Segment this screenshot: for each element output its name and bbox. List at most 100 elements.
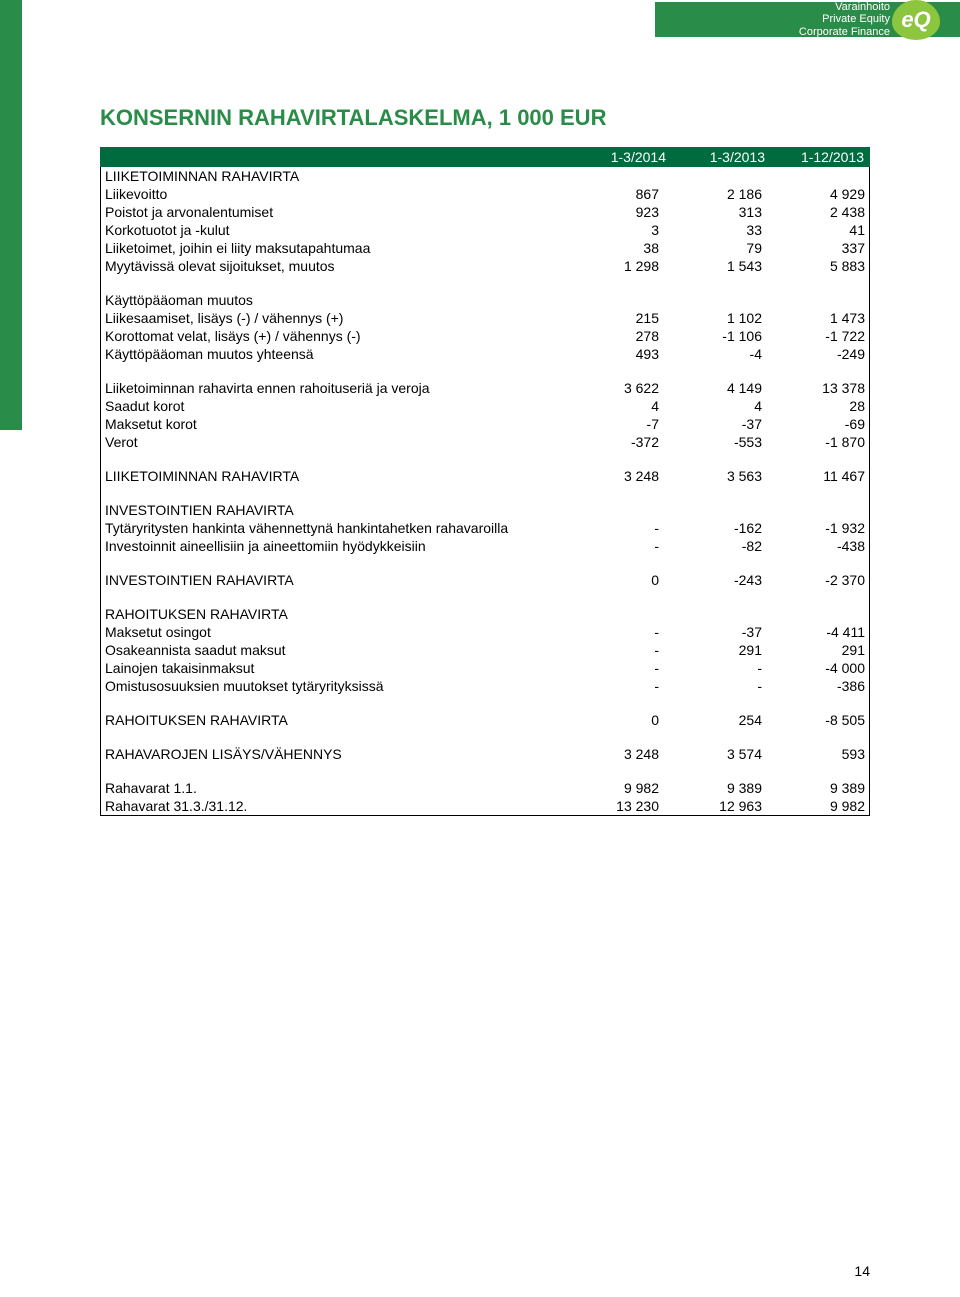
row-value: 3 248 <box>560 745 663 763</box>
spacer-cell <box>101 363 870 379</box>
row-label: Osakeannista saadut maksut <box>101 641 561 659</box>
row-value: 12 963 <box>663 797 766 816</box>
table-row: Liikesaamiset, lisäys (-) / vähennys (+)… <box>101 309 870 327</box>
row-value: 9 982 <box>766 797 870 816</box>
row-label: Tytäryritysten hankinta vähennettynä han… <box>101 519 561 537</box>
table-row: RAHOITUKSEN RAHAVIRTA0254-8 505 <box>101 711 870 729</box>
row-value: 3 248 <box>560 467 663 485</box>
table-row: Lainojen takaisinmaksut---4 000 <box>101 659 870 677</box>
row-value: 2 186 <box>663 185 766 203</box>
row-value: - <box>560 623 663 641</box>
row-value: - <box>663 659 766 677</box>
row-label: Poistot ja arvonalentumiset <box>101 203 561 221</box>
table-row: RAHOITUKSEN RAHAVIRTA <box>101 605 870 623</box>
row-value: 13 230 <box>560 797 663 816</box>
row-label: Käyttöpääoman muutos yhteensä <box>101 345 561 363</box>
row-value: 4 929 <box>766 185 870 203</box>
row-label: Omistusosuuksien muutokset tytäryrityksi… <box>101 677 561 695</box>
page-title: KONSERNIN RAHAVIRTALASKELMA, 1 000 EUR <box>100 105 870 131</box>
row-label: Myytävissä olevat sijoitukset, muutos <box>101 257 561 275</box>
row-value: - <box>560 677 663 695</box>
row-label: LIIKETOIMINNAN RAHAVIRTA <box>101 467 561 485</box>
row-value: 0 <box>560 571 663 589</box>
row-label: RAHOITUKSEN RAHAVIRTA <box>101 711 561 729</box>
table-row <box>101 451 870 467</box>
table-row: Liikevoitto8672 1864 929 <box>101 185 870 203</box>
row-value: 337 <box>766 239 870 257</box>
row-label: Lainojen takaisinmaksut <box>101 659 561 677</box>
row-value: -1 106 <box>663 327 766 345</box>
row-value: 41 <box>766 221 870 239</box>
brand-line-2: Private Equity <box>822 13 890 25</box>
table-row: Rahavarat 1.1.9 9829 3899 389 <box>101 779 870 797</box>
spacer-cell <box>101 555 870 571</box>
brand-line-1: Varainhoito <box>835 1 890 13</box>
table-row: RAHAVAROJEN LISÄYS/VÄHENNYS3 2483 574593 <box>101 745 870 763</box>
row-value: -372 <box>560 433 663 451</box>
col-header-3: 1-12/2013 <box>769 149 868 165</box>
row-value: -553 <box>663 433 766 451</box>
row-value: -37 <box>663 623 766 641</box>
table-row: Käyttöpääoman muutos <box>101 291 870 309</box>
row-value: 3 574 <box>663 745 766 763</box>
row-value: -386 <box>766 677 870 695</box>
col-header-2: 1-3/2013 <box>670 149 769 165</box>
logo-text: eQ <box>901 7 930 33</box>
row-value: -162 <box>663 519 766 537</box>
row-value: -1 870 <box>766 433 870 451</box>
row-label: Saadut korot <box>101 397 561 415</box>
row-value: - <box>560 519 663 537</box>
section-label: LIIKETOIMINNAN RAHAVIRTA <box>101 167 870 185</box>
table-row: Maksetut korot-7-37-69 <box>101 415 870 433</box>
row-value <box>560 291 663 309</box>
row-value: 4 <box>663 397 766 415</box>
spacer-cell <box>101 763 870 779</box>
row-value: -243 <box>663 571 766 589</box>
row-label: Maksetut osingot <box>101 623 561 641</box>
row-value: -37 <box>663 415 766 433</box>
row-value: 9 389 <box>766 779 870 797</box>
row-value: -1 722 <box>766 327 870 345</box>
row-value: -4 000 <box>766 659 870 677</box>
row-label: Korottomat velat, lisäys (+) / vähennys … <box>101 327 561 345</box>
row-value: 291 <box>766 641 870 659</box>
spacer-cell <box>101 589 870 605</box>
table-row <box>101 695 870 711</box>
section-label: RAHOITUKSEN RAHAVIRTA <box>101 605 870 623</box>
table-row: LIIKETOIMINNAN RAHAVIRTA3 2483 56311 467 <box>101 467 870 485</box>
row-value: 0 <box>560 711 663 729</box>
table-row: Poistot ja arvonalentumiset9233132 438 <box>101 203 870 221</box>
row-value: - <box>663 677 766 695</box>
table-row: INVESTOINTIEN RAHAVIRTA <box>101 501 870 519</box>
spacer-cell <box>101 485 870 501</box>
row-label: Rahavarat 31.3./31.12. <box>101 797 561 816</box>
table-row <box>101 555 870 571</box>
table-row: INVESTOINTIEN RAHAVIRTA0-243-2 370 <box>101 571 870 589</box>
row-label: INVESTOINTIEN RAHAVIRTA <box>101 571 561 589</box>
table-row: Saadut korot4428 <box>101 397 870 415</box>
table-row: Korkotuotot ja -kulut33341 <box>101 221 870 239</box>
table-row: Myytävissä olevat sijoitukset, muutos1 2… <box>101 257 870 275</box>
table-row: Liiketoimet, joihin ei liity maksutapaht… <box>101 239 870 257</box>
row-value: 2 438 <box>766 203 870 221</box>
row-value: 5 883 <box>766 257 870 275</box>
row-value: -249 <box>766 345 870 363</box>
table-row <box>101 763 870 779</box>
row-value: 215 <box>560 309 663 327</box>
row-value: -7 <box>560 415 663 433</box>
table-row: Investoinnit aineellisiin ja aineettomii… <box>101 537 870 555</box>
row-value: 38 <box>560 239 663 257</box>
logo-icon: eQ <box>892 0 940 40</box>
table-row: Liiketoiminnan rahavirta ennen rahoituse… <box>101 379 870 397</box>
row-value: 3 <box>560 221 663 239</box>
row-value: 493 <box>560 345 663 363</box>
cashflow-table: LIIKETOIMINNAN RAHAVIRTALiikevoitto8672 … <box>100 167 870 816</box>
row-value: 28 <box>766 397 870 415</box>
row-value: - <box>560 537 663 555</box>
row-value: 79 <box>663 239 766 257</box>
table-row <box>101 485 870 501</box>
row-value: 1 543 <box>663 257 766 275</box>
table-row: Rahavarat 31.3./31.12.13 23012 9639 982 <box>101 797 870 816</box>
row-value: -438 <box>766 537 870 555</box>
row-value: - <box>560 659 663 677</box>
